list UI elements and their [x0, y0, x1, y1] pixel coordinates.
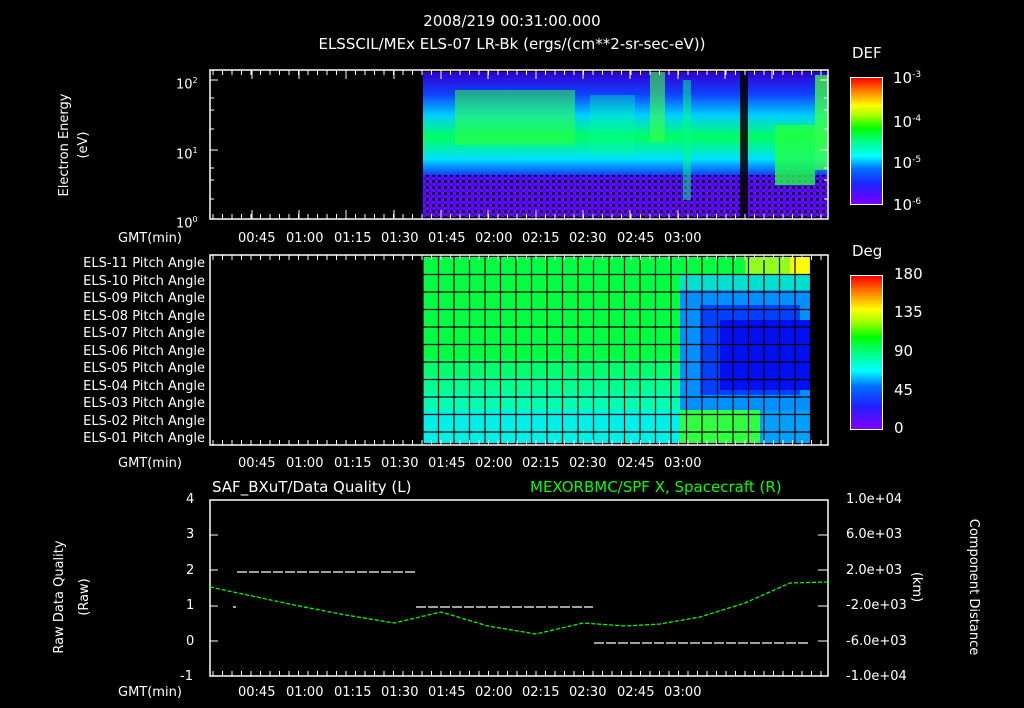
data-quality-series [233, 571, 808, 644]
ytick-1e2: 102 [176, 76, 198, 93]
deg-label: 45 [894, 381, 914, 399]
row-label: ELS-11 Pitch Angle [83, 256, 205, 271]
row-label: ELS-06 Pitch Angle [83, 343, 205, 359]
plot-datetime: 2008/219 00:31:00.000 [423, 12, 601, 30]
deg-label: 180 [894, 265, 923, 283]
quality-yunit: (Raw) [77, 578, 92, 616]
plot-subtitle: ELSSCIL/MEx ELS-07 LR-Bk (ergs/(cm**2-sr… [318, 35, 706, 53]
ytick-1e0: 100 [176, 215, 198, 232]
quality-title: SAF_BXuT/Data Quality (L) [212, 478, 412, 496]
row-label: ELS-07 Pitch Angle [83, 326, 205, 341]
deg-label: 90 [894, 342, 914, 360]
row-label: ELS-02 Pitch Angle [83, 413, 205, 429]
distance-ylabel: Component Distance [966, 518, 981, 656]
deg-colorbar-title: Deg [852, 242, 883, 260]
deg-label: 0 [894, 419, 904, 437]
panel2-xlabel: GMT(min) [118, 456, 182, 471]
distance-yunit: (km) [909, 571, 924, 603]
quality-ylabel: Raw Data Quality [52, 540, 67, 654]
pitch-angle-row-labels: ELS-11 Pitch Angle ELS-10 Pitch Angle EL… [0, 257, 205, 450]
def-label-1e-5: 10-5 [893, 154, 922, 172]
row-label: ELS-10 Pitch Angle [83, 273, 205, 289]
panel1-xlabel: GMT(min) [118, 231, 182, 246]
row-label: ELS-05 Pitch Angle [83, 361, 205, 376]
def-label-1e-6: 10-6 [893, 196, 922, 214]
deg-label: 135 [894, 303, 923, 321]
deg-colorbar [850, 275, 883, 430]
def-label-1e-3: 10-3 [893, 69, 922, 87]
spacecraft-x-series [209, 581, 829, 635]
def-colorbar-title: DEF [852, 44, 882, 62]
row-label: ELS-01 Pitch Angle [83, 431, 205, 446]
spacecraft-title: MEXORBMC/SPF X, Spacecraft (R) [530, 478, 782, 496]
panel3-xlabel: GMT(min) [118, 685, 182, 700]
def-colorbar [850, 77, 883, 205]
row-label: ELS-09 Pitch Angle [83, 291, 205, 306]
row-label: ELS-04 Pitch Angle [83, 378, 205, 394]
ytick-1e1: 101 [176, 146, 198, 163]
row-label: ELS-08 Pitch Angle [83, 308, 205, 324]
def-label-1e-4: 10-4 [893, 113, 922, 131]
row-label: ELS-03 Pitch Angle [83, 396, 205, 411]
